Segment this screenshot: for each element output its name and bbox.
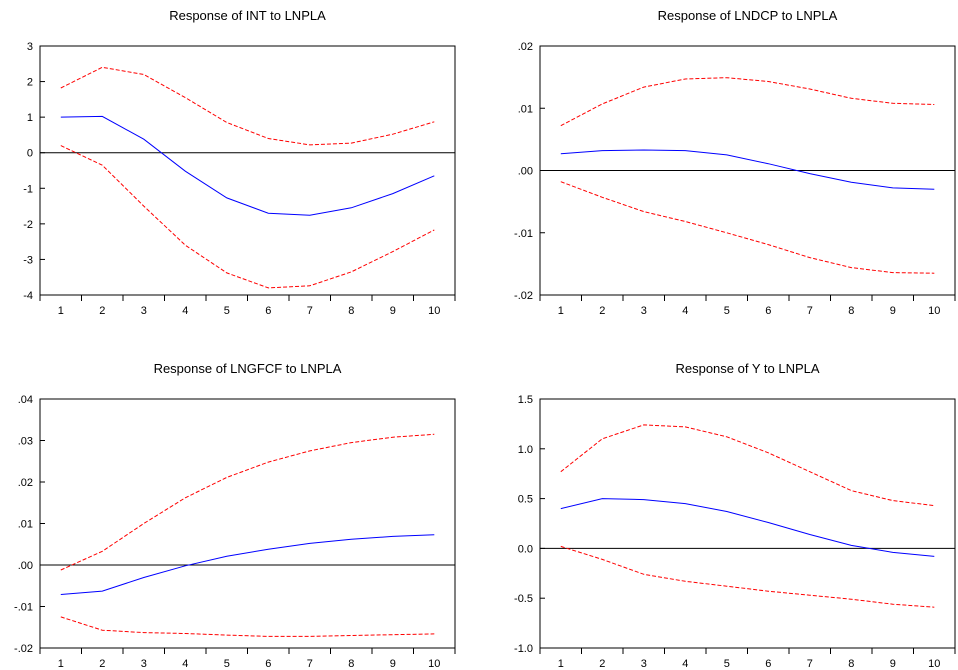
plot-frame (39, 398, 456, 649)
x-tick-label: 6 (765, 658, 771, 670)
upper-band-line (60, 66, 435, 146)
chart-title: Response of Y to LNPLA (675, 361, 819, 376)
y-tick-label: .03 (18, 436, 33, 448)
y-tick-label: .02 (518, 41, 533, 53)
x-tick-label: 8 (848, 305, 854, 317)
x-tick-label: 8 (848, 658, 854, 670)
upper-band-line (60, 433, 435, 571)
x-tick-label: 2 (99, 305, 105, 317)
panel-int: Response of INT to LNPLA -4 -3 -2 -1 0 1 2 3 1 2 3 4… (23, 8, 456, 317)
x-tick-label: 1 (58, 658, 64, 670)
lower-band-line (60, 616, 435, 637)
x-tick-label: 9 (890, 658, 896, 670)
chart-title: Response of LNGFCF to LNPLA (154, 361, 342, 376)
x-tick-label: 3 (141, 658, 147, 670)
x-tick-label: 6 (265, 658, 271, 670)
x-tick-label: 4 (182, 305, 188, 317)
chart-title: Response of LNDCP to LNPLA (658, 8, 838, 23)
x-tick-label: 5 (224, 305, 230, 317)
lower-band-line (560, 181, 935, 274)
x-tick-label: 7 (307, 305, 313, 317)
x-tick-label: 3 (141, 305, 147, 317)
x-tick-label: 5 (724, 658, 730, 670)
y-tick-label: -4 (23, 290, 33, 302)
x-tick-label: 3 (641, 658, 647, 670)
x-tick-label: 2 (599, 305, 605, 317)
response-line (560, 149, 935, 190)
y-tick-label: -3 (23, 254, 33, 266)
y-tick-label: 1.5 (518, 394, 533, 406)
y-tick-label: 0.5 (518, 494, 533, 506)
lower-band-line (560, 545, 935, 608)
x-tick-label: 7 (807, 305, 813, 317)
panel-lndcp: Response of LNDCP to LNPLA -.02 -.01 .00 .01… (514, 8, 956, 317)
y-tick-label: .00 (518, 166, 533, 178)
y-tick-label: -1 (23, 183, 33, 195)
x-tick-label: 5 (724, 305, 730, 317)
lower-band-line (60, 145, 435, 289)
x-tick-label: 6 (765, 305, 771, 317)
y-tick-label: 3 (27, 41, 33, 53)
x-tick-label: 3 (641, 305, 647, 317)
y-tick-label: 0.0 (518, 543, 533, 555)
x-tick-label: 1 (558, 305, 564, 317)
x-tick-label: 5 (224, 658, 230, 670)
plot-frame (539, 398, 956, 649)
y-tick-label: 1.0 (518, 444, 533, 456)
upper-band-line (560, 77, 935, 127)
x-tick-label: 6 (265, 305, 271, 317)
y-tick-label: .01 (518, 103, 533, 115)
x-tick-label: 7 (807, 658, 813, 670)
y-tick-label: -2 (23, 219, 33, 231)
x-tick-label: 10 (428, 658, 440, 670)
y-tick-label: -.01 (514, 228, 533, 240)
x-tick-label: 9 (890, 305, 896, 317)
response-line (60, 115, 435, 216)
panel-y: Response of Y to LNPLA -1.0 -0.5 0.0 0.5 1.0 1… (514, 361, 956, 670)
chart-title: Response of INT to LNPLA (169, 8, 326, 23)
x-tick-label: 8 (348, 305, 354, 317)
y-tick-label: -.02 (14, 643, 33, 655)
plot-frame (39, 45, 456, 296)
x-tick-label: 1 (58, 305, 64, 317)
x-tick-label: 10 (928, 305, 940, 317)
x-tick-label: 4 (182, 658, 188, 670)
x-tick-label: 4 (682, 658, 688, 670)
x-tick-label: 8 (348, 658, 354, 670)
x-tick-label: 1 (558, 658, 564, 670)
x-tick-label: 9 (390, 305, 396, 317)
y-tick-label: -0.5 (514, 593, 533, 605)
y-tick-label: 1 (27, 112, 33, 124)
y-tick-label: .00 (18, 560, 33, 572)
upper-band-line (560, 424, 935, 507)
x-tick-label: 9 (390, 658, 396, 670)
y-tick-label: 2 (27, 77, 33, 89)
y-tick-label: 0 (27, 148, 33, 160)
y-tick-label: .01 (18, 519, 33, 531)
y-tick-label: -.02 (514, 290, 533, 302)
response-line (60, 534, 435, 595)
x-tick-label: 2 (99, 658, 105, 670)
y-tick-label: -.01 (14, 602, 33, 614)
response-line (560, 498, 935, 557)
panel-lngfcf: Response of LNGFCF to LNPLA -.02 -.01 .00 .0… (14, 361, 456, 670)
x-tick-label: 10 (928, 658, 940, 670)
y-tick-label: .02 (18, 477, 33, 489)
x-tick-label: 4 (682, 305, 688, 317)
y-tick-label: -1.0 (514, 643, 533, 655)
x-tick-label: 10 (428, 305, 440, 317)
x-tick-label: 2 (599, 658, 605, 670)
x-tick-label: 7 (307, 658, 313, 670)
y-tick-label: .04 (18, 394, 33, 406)
